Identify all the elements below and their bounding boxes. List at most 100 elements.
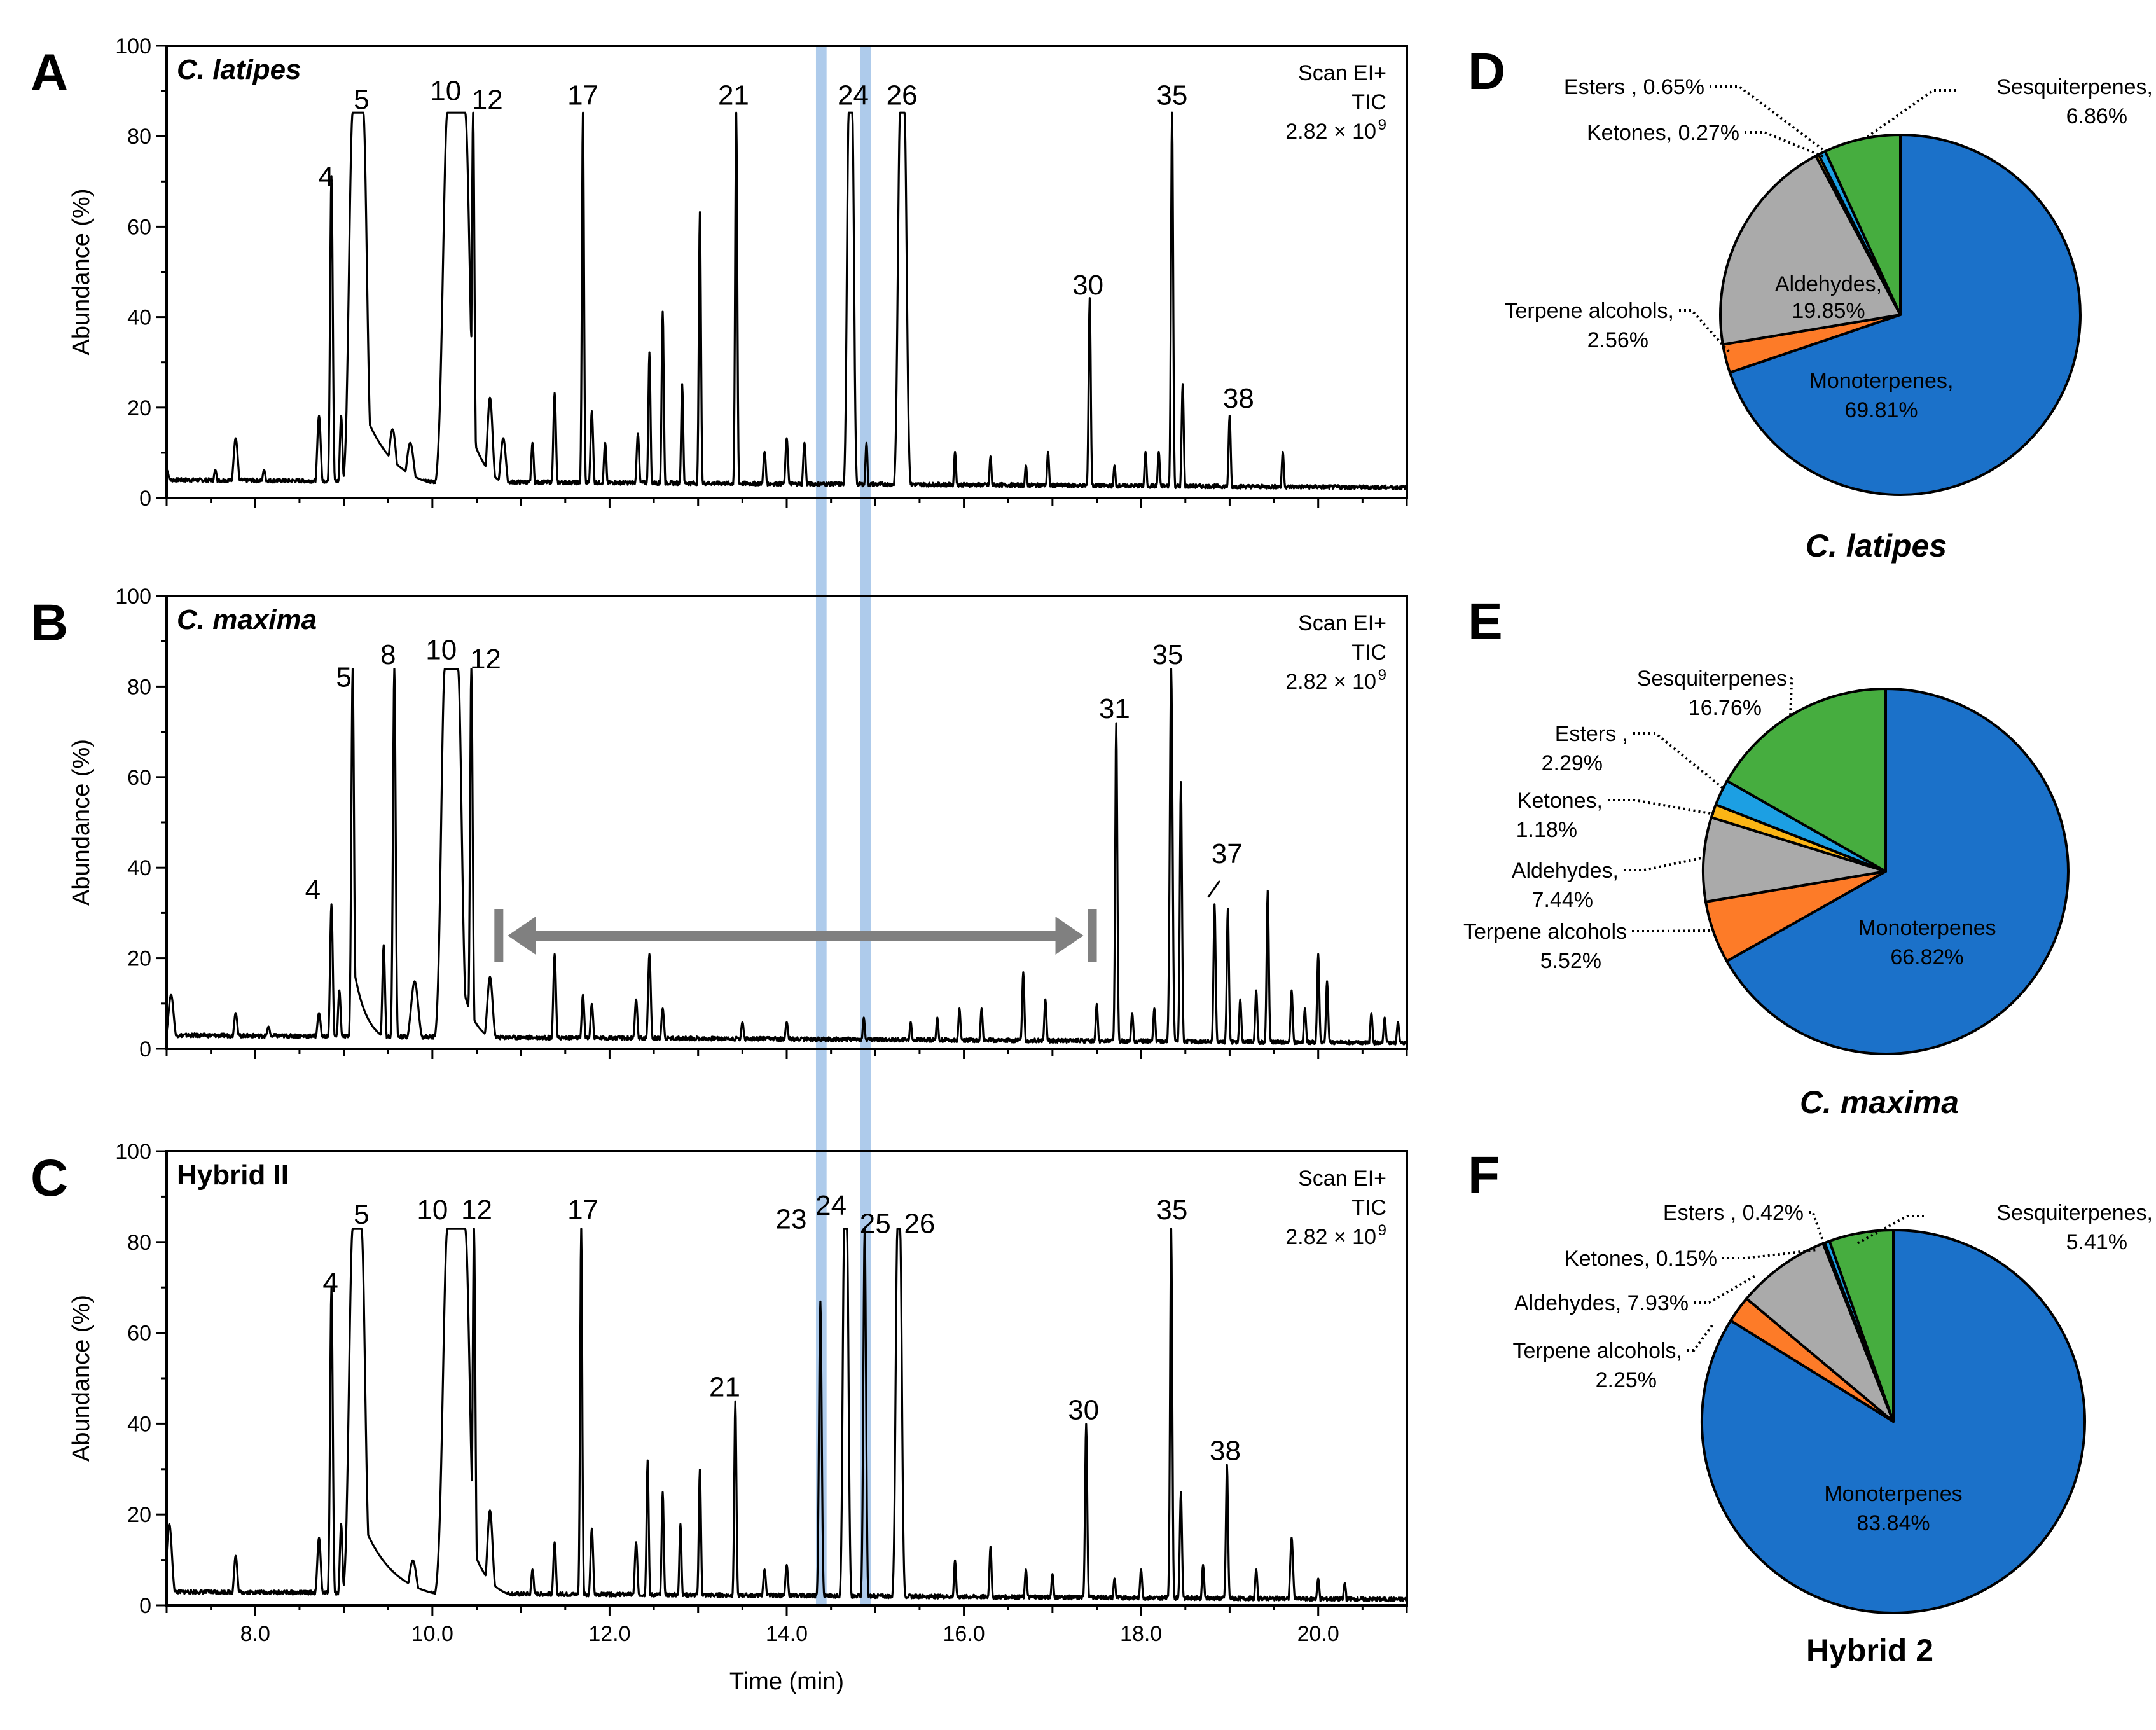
tic-scale-label: 2.82 × 10 <box>1285 1225 1376 1249</box>
y-axis-title: Abundance (%) <box>68 1295 95 1462</box>
x-tick-label: 10.0 <box>411 1622 453 1646</box>
scan-mode-label: Scan EI+ <box>1298 611 1386 635</box>
pie-slice-monoterpenes <box>1725 688 2070 1055</box>
peak-label: 4 <box>305 875 321 906</box>
y-tick-label: 80 <box>127 675 151 699</box>
peak-label: 30 <box>1068 1394 1099 1425</box>
peak-label: 38 <box>1210 1436 1241 1467</box>
peak-label: 5 <box>336 661 351 693</box>
pie-label: Esters , 0.42% <box>1663 1201 1804 1225</box>
pie-label: Terpene alcohols <box>1463 920 1627 944</box>
y-tick-label: 100 <box>115 1140 151 1164</box>
panel-letter: C <box>31 1149 68 1207</box>
peak-label: 10 <box>425 635 457 666</box>
pie-label: 16.76% <box>1689 696 1762 720</box>
pie-label: 5.52% <box>1540 949 1601 973</box>
pie-label: 69.81% <box>1844 398 1918 422</box>
y-axis-title: Abundance (%) <box>68 739 95 906</box>
plot-frame <box>165 595 1408 1050</box>
peak-label: 10 <box>417 1194 448 1226</box>
panel-letter: B <box>31 594 68 652</box>
y-tick-label: 80 <box>127 1231 151 1255</box>
x-tick-label: 12.0 <box>588 1622 630 1646</box>
y-tick-label: 100 <box>115 34 151 59</box>
pie-slice-sesquiterpenes <box>1828 1228 1895 1423</box>
y-tick-label: 40 <box>127 1412 151 1436</box>
y-tick-label: 20 <box>127 947 151 971</box>
tic-label: TIC <box>1351 90 1386 114</box>
peak-label: 37 <box>1212 838 1243 869</box>
peak-label: 21 <box>709 1372 740 1403</box>
scan-mode-label: Scan EI+ <box>1298 1166 1386 1191</box>
peak-label: 31 <box>1099 693 1130 724</box>
tic-scale-label: 2.82 × 10 <box>1285 120 1376 144</box>
x-tick-label: 16.0 <box>943 1622 985 1646</box>
highlight-bands <box>815 46 871 1605</box>
peak-label: 10 <box>430 75 461 106</box>
pie-leader-line <box>1710 85 1829 155</box>
tic-trace <box>166 111 1408 490</box>
pie-slice-monoterpenes <box>1701 1229 2086 1614</box>
y-tick-label: 0 <box>139 1037 151 1062</box>
pie-leader-line <box>1809 1211 1827 1249</box>
pie-leader-line <box>1745 131 1824 158</box>
y-tick-label: 0 <box>139 1594 151 1618</box>
range-arrow-head-right <box>1055 917 1084 955</box>
peak-label: 23 <box>775 1203 806 1235</box>
y-axis-title: Abundance (%) <box>68 189 95 356</box>
pie-panel-f: F Monoterpenes 83.84% Terpene alcohols, 2.25… <box>1468 1146 2153 1668</box>
peak-label: 5 <box>354 85 369 116</box>
pie-label: 5.41% <box>2066 1230 2127 1254</box>
pie-leader-line <box>1789 677 1793 718</box>
pie-label: Esters , 0.65% <box>1564 75 1704 99</box>
pie-slice-sesquiterpenes <box>1725 688 1887 873</box>
x-tick-label: 14.0 <box>766 1622 808 1646</box>
pie-label: 6.86% <box>2066 104 2127 128</box>
pie-label: 7.44% <box>1532 888 1593 912</box>
range-arrow-head-left <box>508 917 536 955</box>
pie-panel-d: D Monoterpenes, 69.81% Terpene alcohols, 2.5… <box>1468 43 2153 564</box>
peak-label: 17 <box>567 80 598 111</box>
pie-label: Sesquiterpenes, <box>1996 75 2153 99</box>
chromatogram-panel-c: C 0 20 40 60 80 100 8.0 10.0 12.0 14.0 16.0 18.0 20.0… <box>31 1140 1408 1695</box>
panel-letter: A <box>31 44 68 102</box>
tic-label: TIC <box>1351 1196 1386 1220</box>
y-tick-label: 20 <box>127 1503 151 1527</box>
pie-label: Terpene alcohols, <box>1512 1339 1682 1363</box>
pie-label: 2.25% <box>1596 1368 1657 1392</box>
pie-label: 2.29% <box>1542 751 1603 775</box>
pie-slice-monoterpenes <box>1728 134 2082 496</box>
pie-charts: D Monoterpenes, 69.81% Terpene alcohols, 2.5… <box>1463 43 2153 1668</box>
peak-37-pointer <box>1207 880 1220 898</box>
y-tick-label: 100 <box>115 585 151 609</box>
tic-label: TIC <box>1351 640 1386 665</box>
plot-frame <box>165 45 1408 499</box>
scan-mode-label: Scan EI+ <box>1298 61 1386 85</box>
panel-letter: D <box>1468 43 1505 100</box>
x-tick-label: 20.0 <box>1297 1622 1339 1646</box>
peak-label: 35 <box>1156 80 1187 111</box>
pie-panel-e: E Monoterpenes 66.82% Terpene alcohols 5.52%… <box>1463 593 2070 1120</box>
pie-label: Monoterpenes <box>1858 916 1996 940</box>
pie-leader-line <box>1608 799 1715 815</box>
pie-label: Sesquiterpenes, <box>1996 1201 2153 1225</box>
peak-label: 24 <box>838 80 869 111</box>
sample-label: C. latipes <box>177 54 301 85</box>
peak-label: 38 <box>1223 383 1254 414</box>
y-tick-label: 40 <box>127 306 151 330</box>
y-tick-label: 0 <box>139 487 151 511</box>
peak-label: 35 <box>1156 1194 1187 1226</box>
sample-label: Hybrid II <box>177 1159 289 1191</box>
tic-trace <box>165 668 1408 1046</box>
pie-label: Aldehydes, <box>1512 859 1619 883</box>
panel-letter: E <box>1468 593 1503 651</box>
plot-frame <box>165 1150 1408 1607</box>
peak-label: 12 <box>470 644 501 675</box>
pie-slice-aldehydes <box>1745 1242 1895 1423</box>
peak-label: 21 <box>718 80 749 111</box>
tic-scale-exponent: 9 <box>1378 116 1386 134</box>
pie-label: Ketones, 0.15% <box>1565 1247 1717 1271</box>
pie-slice-aldehydes <box>1719 155 1902 346</box>
peak-label: 5 <box>354 1199 369 1230</box>
pie-title: Hybrid 2 <box>1806 1633 1933 1668</box>
